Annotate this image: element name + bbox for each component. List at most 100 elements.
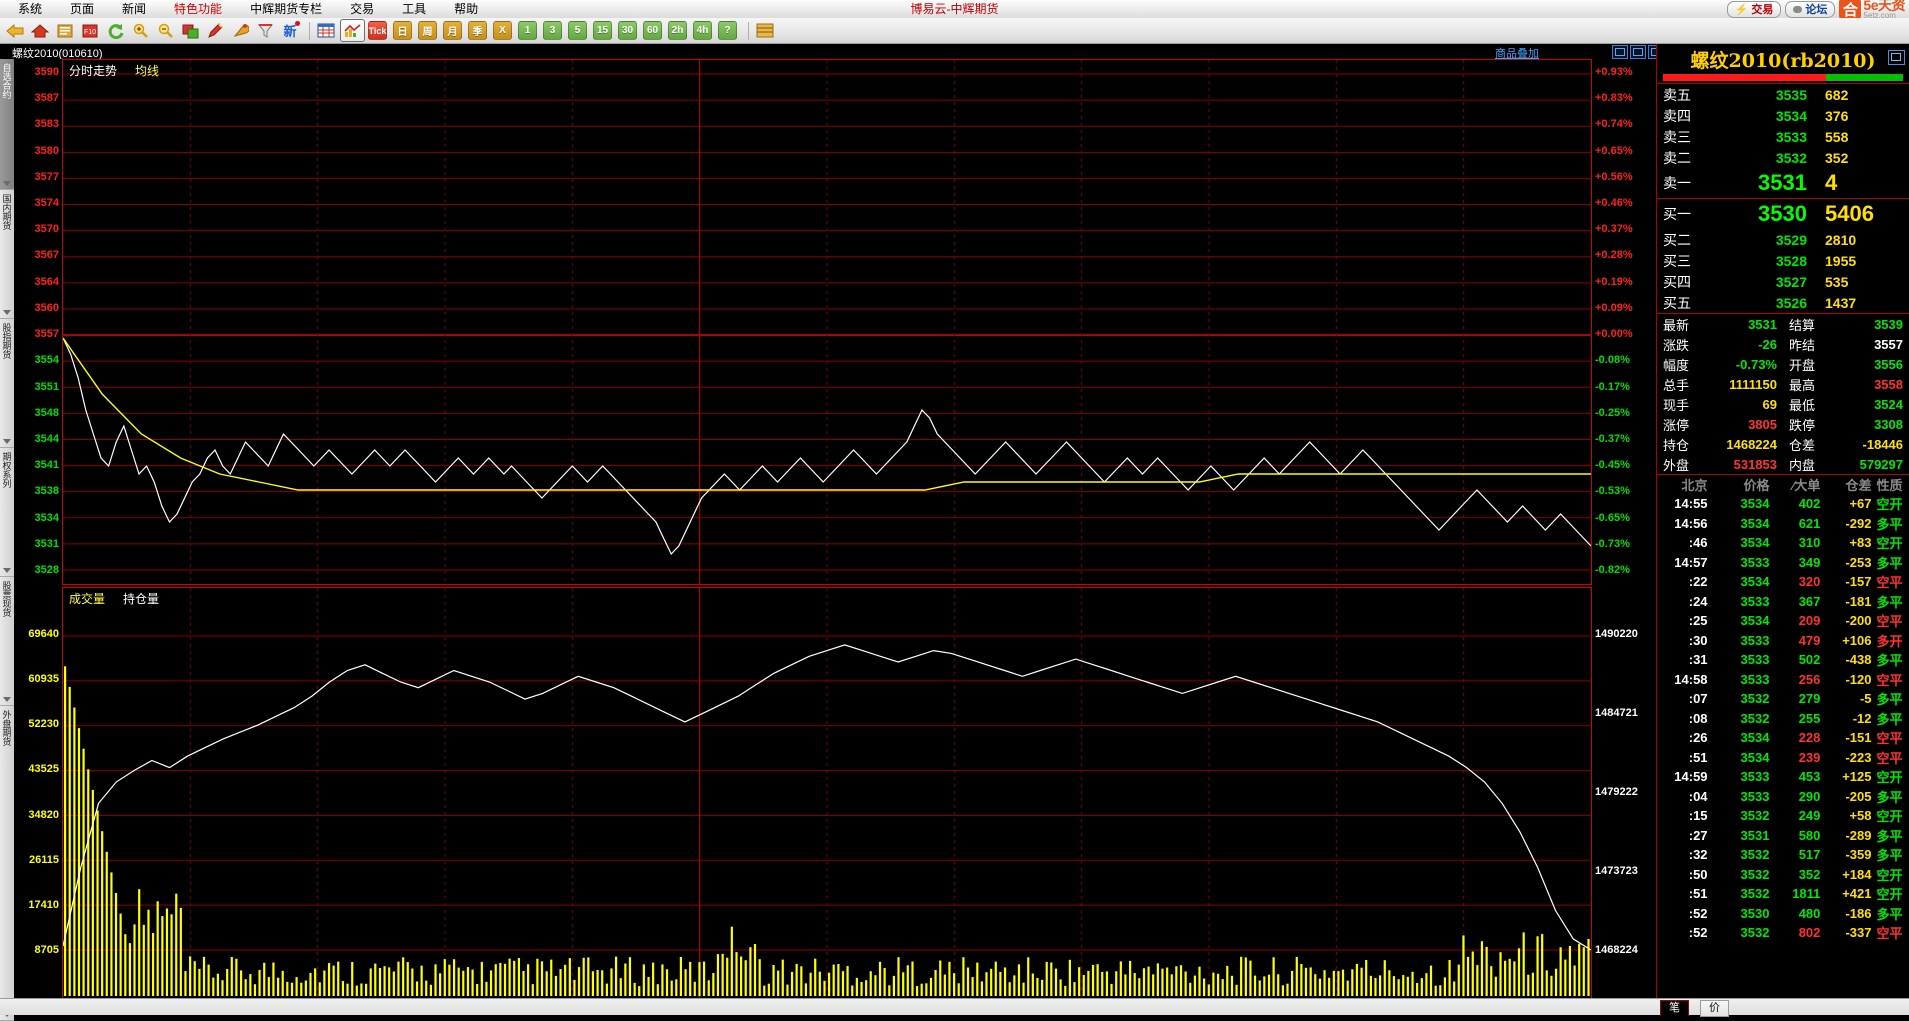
menu-item-page[interactable]: 页面 xyxy=(70,2,95,16)
tick-oi: -223 xyxy=(1845,749,1872,765)
menu-item-help[interactable]: 帮助 xyxy=(454,2,479,16)
sidebar-tab-options[interactable]: 期权系列 xyxy=(0,448,14,577)
sidebar-tab-domestic-futures[interactable]: 国内期货 xyxy=(0,190,14,319)
sidebar-tab-favorites[interactable]: 自选合约 xyxy=(0,59,14,190)
period-week-button[interactable]: 周 xyxy=(418,21,437,40)
bid-row[interactable]: 买三 3528 1955 xyxy=(1657,250,1909,271)
refresh-icon[interactable] xyxy=(104,20,126,42)
sidebar-tab-foreign-futures[interactable]: 外盘期货 xyxy=(0,706,14,1021)
new-icon[interactable]: 新 xyxy=(279,20,301,42)
period-4h-button[interactable]: 4h xyxy=(693,21,712,40)
period-5m-button[interactable]: 5 xyxy=(568,21,587,40)
tick-row[interactable]: :22 3534 320 -157 空平 xyxy=(1657,572,1909,592)
tick-row[interactable]: :25 3534 209 -200 空平 xyxy=(1657,611,1909,631)
tick-row[interactable]: :51 3532 1811 +421 空开 xyxy=(1657,884,1909,904)
period-2h-button[interactable]: 2h xyxy=(668,21,687,40)
ask-row[interactable]: 卖一 3531 4 xyxy=(1657,168,1909,198)
chart-view-icon[interactable] xyxy=(340,19,365,42)
tick-row[interactable]: :51 3534 239 -223 空平 xyxy=(1657,748,1909,768)
tick-row[interactable]: :24 3533 367 -181 多平 xyxy=(1657,592,1909,612)
period-30m-button[interactable]: 30 xyxy=(618,21,637,40)
period-day-button[interactable]: 日 xyxy=(393,21,412,40)
tick-row[interactable]: 14:58 3533 256 -120 空平 xyxy=(1657,670,1909,690)
period-60m-button[interactable]: 60 xyxy=(643,21,662,40)
tick-row[interactable]: :52 3532 802 -337 空平 xyxy=(1657,923,1909,943)
period-15m-button[interactable]: 15 xyxy=(593,21,612,40)
tick-type: 多平 xyxy=(1876,653,1903,669)
status-tab-bi[interactable]: 笔 xyxy=(1660,1000,1689,1016)
period-3m-button[interactable]: 3 xyxy=(543,21,562,40)
bid-row[interactable]: 买四 3527 535 xyxy=(1657,271,1909,292)
zoom-in-icon[interactable] xyxy=(129,20,151,42)
layers-icon[interactable] xyxy=(179,20,201,42)
menu-item-zhonghui[interactable]: 中辉期货专栏 xyxy=(250,2,323,16)
back-icon[interactable] xyxy=(4,20,26,42)
home-icon[interactable] xyxy=(29,20,51,42)
tick-row[interactable]: 14:55 3534 402 +67 空开 xyxy=(1657,494,1909,514)
tick-row[interactable]: :08 3532 255 -12 多平 xyxy=(1657,709,1909,729)
svg-text:F10: F10 xyxy=(84,29,96,36)
alert-bell-icon[interactable] xyxy=(229,20,251,42)
tick-row[interactable]: :50 3532 352 +184 空开 xyxy=(1657,865,1909,885)
tick-row[interactable]: 14:57 3533 349 -253 多平 xyxy=(1657,553,1909,573)
volume-plot[interactable]: 成交量 持仓量 xyxy=(62,587,1592,999)
tick-row[interactable]: 14:59 3533 453 +125 空开 xyxy=(1657,767,1909,787)
ask-row[interactable]: 卖二 3532 352 xyxy=(1657,147,1909,168)
tick-row[interactable]: 14:56 3534 621 -292 多平 xyxy=(1657,514,1909,534)
sidebar-tab-stocks[interactable]: 股票现货 xyxy=(0,577,14,706)
axis-tick-label: 3590 xyxy=(34,66,59,78)
level-price: 3531 xyxy=(1758,170,1807,195)
tick-row[interactable]: :26 3534 228 -151 空平 xyxy=(1657,728,1909,748)
status-tab-jia[interactable]: 价 xyxy=(1700,1000,1729,1017)
pencil-icon[interactable] xyxy=(204,20,226,42)
trade-button[interactable]: ⚡ 交易 xyxy=(1726,0,1782,18)
bid-row[interactable]: 买一 3530 5406 xyxy=(1657,199,1909,229)
price-plot[interactable]: 分时走势 均线 xyxy=(62,59,1592,585)
menu-item-system[interactable]: 系统 xyxy=(18,2,43,16)
bid-row[interactable]: 买五 3526 1437 xyxy=(1657,292,1909,313)
axis-tick-label: -0.37% xyxy=(1595,432,1630,445)
period-month-button[interactable]: 月 xyxy=(443,21,462,40)
ask-row[interactable]: 卖五 3535 682 xyxy=(1657,84,1909,105)
bid-row[interactable]: 买二 3529 2810 xyxy=(1657,229,1909,250)
table-list-icon[interactable] xyxy=(754,20,776,42)
legend-open-interest: 持仓量 xyxy=(123,592,160,606)
period-tick-button[interactable]: Tick xyxy=(368,21,387,40)
tick-row[interactable]: :32 3532 517 -359 多平 xyxy=(1657,845,1909,865)
tick-row[interactable]: :04 3533 290 -205 多平 xyxy=(1657,787,1909,807)
tick-type: 多平 xyxy=(1876,848,1903,864)
sidebar-tab-index-futures[interactable]: 股指期货 xyxy=(0,319,14,448)
f10-icon[interactable]: F10 xyxy=(79,20,101,42)
menu-item-trade[interactable]: 交易 xyxy=(350,2,375,16)
tick-row[interactable]: :15 3532 249 +58 空开 xyxy=(1657,806,1909,826)
quote-table-icon[interactable] xyxy=(315,20,337,42)
quote-restore-icon[interactable] xyxy=(1888,50,1905,65)
tick-row[interactable]: :31 3533 502 -438 多平 xyxy=(1657,650,1909,670)
zoom-out-icon[interactable] xyxy=(154,20,176,42)
period-help-button[interactable]: ? xyxy=(718,21,737,40)
period-custom-button[interactable]: X xyxy=(493,21,512,40)
tick-row[interactable]: :52 3530 480 -186 多平 xyxy=(1657,904,1909,924)
brand-logo: 合 5e天资 5etz.com xyxy=(1839,0,1907,20)
tick-row[interactable]: :46 3534 310 +83 空开 xyxy=(1657,533,1909,553)
menu-item-features[interactable]: 特色功能 xyxy=(174,2,223,16)
tick-row[interactable]: :07 3532 279 -5 多平 xyxy=(1657,689,1909,709)
menu-item-news[interactable]: 新闻 xyxy=(122,2,147,16)
period-quarter-button[interactable]: 季 xyxy=(468,21,487,40)
tick-row[interactable]: :30 3533 479 +106 多开 xyxy=(1657,631,1909,651)
menu-item-tools[interactable]: 工具 xyxy=(402,2,427,16)
ask-row[interactable]: 卖三 3533 558 xyxy=(1657,126,1909,147)
tick-price: 3533 xyxy=(1740,632,1770,648)
forum-button[interactable]: 论坛 xyxy=(1785,0,1836,18)
tick-row[interactable]: :27 3531 580 -289 多平 xyxy=(1657,826,1909,846)
tick-list[interactable]: 北京 价格 ∕大单 仓差 性质 14:55 3534 402 +67 空开 14:56 3534 621… xyxy=(1657,475,1909,943)
ask-row[interactable]: 卖四 3534 376 xyxy=(1657,105,1909,126)
restore-window-icon[interactable] xyxy=(1612,45,1628,59)
split-window-icon[interactable] xyxy=(1630,45,1646,59)
ratio-green-segment xyxy=(1826,74,1903,81)
notes-icon[interactable] xyxy=(54,20,76,42)
filter-icon[interactable] xyxy=(254,20,276,42)
tick-type: 空开 xyxy=(1876,536,1903,552)
period-1m-button[interactable]: 1 xyxy=(518,21,537,40)
add-overlay-link[interactable]: 商品叠加 xyxy=(1495,48,1539,60)
